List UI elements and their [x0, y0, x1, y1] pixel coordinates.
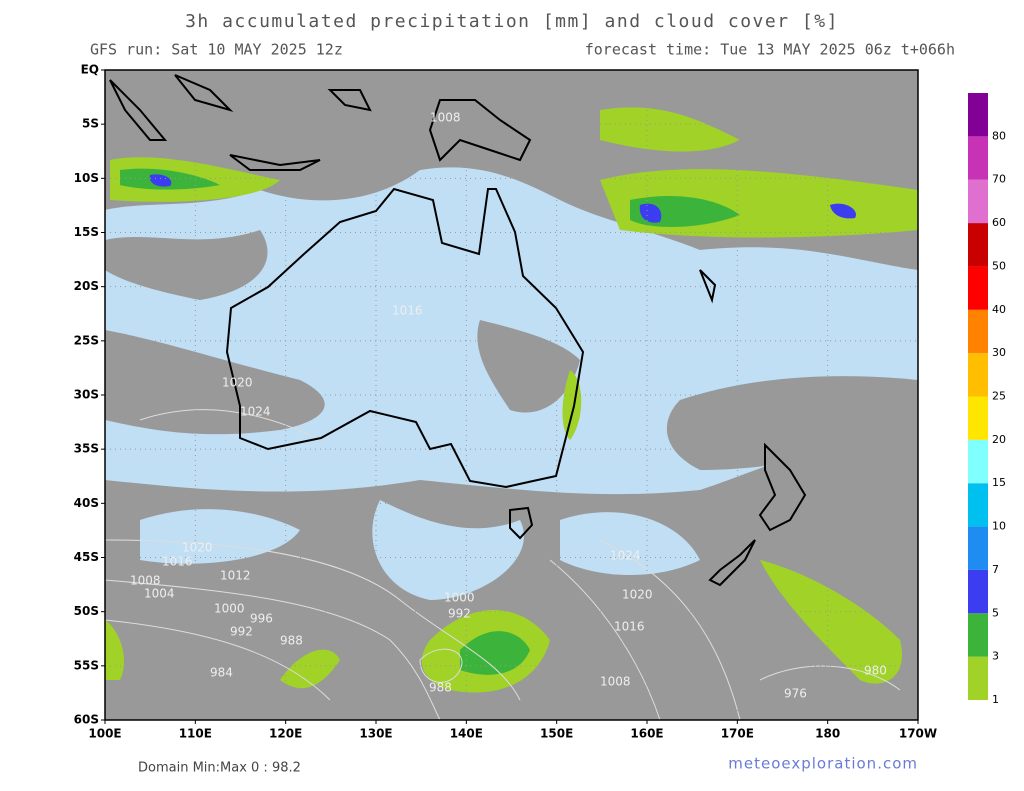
legend-label: 5 — [992, 606, 999, 619]
legend-label: 70 — [992, 173, 1006, 186]
lon-label: 110E — [179, 727, 212, 741]
legend-label: 1 — [992, 693, 999, 706]
isobar-label: 996 — [250, 612, 273, 626]
legend-label: 50 — [992, 259, 1006, 272]
legend-swatch — [968, 439, 988, 484]
graticule — [105, 70, 918, 720]
isobar-label: 976 — [784, 687, 807, 701]
isobar-label: 984 — [210, 666, 233, 680]
lat-label: 55S — [74, 658, 99, 672]
lon-label: 170W — [899, 727, 937, 741]
isobar-label: 1020 — [182, 541, 213, 555]
legend-swatch — [968, 613, 988, 657]
isobar-label: 1008 — [600, 675, 631, 689]
lon-label: 170E — [721, 727, 754, 741]
legend-swatch — [968, 656, 988, 700]
isobar-label: 1000 — [214, 602, 245, 616]
lat-label: 5S — [82, 117, 99, 131]
isobar-label: 992 — [230, 625, 253, 639]
lon-label: 120E — [269, 727, 302, 741]
precip-heavy — [149, 174, 856, 223]
clear-patch — [372, 500, 524, 600]
legend-label: 25 — [992, 390, 1006, 403]
legend-swatch — [968, 483, 988, 527]
isobar-label: 1020 — [622, 588, 653, 602]
isobar-label: 1012 — [220, 569, 251, 583]
legend-label: 7 — [992, 563, 999, 576]
legend-label: 40 — [992, 303, 1006, 316]
legend-label: 10 — [992, 520, 1006, 533]
lon-label: 180 — [815, 727, 840, 741]
lat-label: 45S — [74, 550, 99, 564]
cloud — [105, 430, 918, 720]
isobar-label: 1016 — [392, 304, 423, 318]
lon-label: 150E — [540, 727, 573, 741]
isobar-label: 1016 — [162, 555, 193, 569]
lat-label: 10S — [74, 171, 99, 185]
isobar-label: 1004 — [144, 587, 175, 601]
lat-label: 50S — [74, 604, 99, 618]
isobar-label: 988 — [429, 681, 452, 695]
lat-label: 60S — [74, 713, 99, 727]
lon-label: 130E — [359, 727, 392, 741]
cloud — [666, 376, 918, 470]
isobar-label: 1000 — [444, 591, 475, 605]
isobar-label: 1008 — [430, 111, 461, 125]
legend-label: 20 — [992, 433, 1006, 446]
legend-swatch — [968, 396, 988, 440]
isobar-label: 1024 — [610, 549, 641, 563]
isobar-label: 1008 — [130, 574, 161, 588]
legend-swatch — [968, 526, 988, 570]
isobar-label: 992 — [448, 607, 471, 621]
legend-label: 60 — [992, 216, 1006, 229]
coastline — [109, 74, 807, 587]
lat-label: EQ — [81, 63, 99, 77]
lon-label: 100E — [88, 727, 121, 741]
legend-swatch — [968, 223, 988, 267]
lat-label: 35S — [74, 442, 99, 456]
lon-label: 160E — [630, 727, 663, 741]
legend-swatch — [968, 266, 988, 310]
legend-swatch — [968, 93, 988, 137]
lat-label: 15S — [74, 225, 99, 239]
lat-label: 25S — [74, 333, 99, 347]
isobar-label: 1020 — [222, 376, 253, 390]
legend-swatch — [968, 309, 988, 354]
lat-label: 20S — [74, 279, 99, 293]
run-time: GFS run: Sat 10 MAY 2025 12z — [90, 41, 343, 59]
isobar-label: 980 — [864, 664, 887, 678]
isobar-label: 1016 — [614, 620, 645, 634]
domain-minmax: Domain Min:Max 0 : 98.2 — [138, 761, 301, 776]
cloud — [105, 330, 325, 435]
isobar-label: 1024 — [240, 405, 271, 419]
source: meteoexploration.com — [728, 755, 918, 773]
legend-label: 3 — [992, 650, 999, 663]
lon-label: 140E — [450, 727, 483, 741]
cloud — [105, 230, 268, 300]
legend-swatch — [968, 179, 988, 224]
isobar-labels: 1008 1020 1016 1012 1008 1004 1000 996 9… — [130, 111, 887, 701]
legend-label: 15 — [992, 476, 1006, 489]
lat-label: 40S — [74, 496, 99, 510]
lat-label: 30S — [74, 388, 99, 402]
title: 3h accumulated precipitation [mm] and cl… — [185, 11, 839, 32]
isobar-label: 988 — [280, 634, 303, 648]
legend-swatch — [968, 136, 988, 180]
cloud — [477, 320, 580, 413]
clear-patch — [560, 512, 700, 575]
isobars — [104, 409, 901, 721]
map: 1008 1020 1016 1012 1008 1004 1000 996 9… — [104, 69, 919, 721]
legend-label: 80 — [992, 129, 1006, 142]
forecast-time: forecast time: Tue 13 MAY 2025 06z t+066… — [585, 41, 955, 59]
legend-swatch — [968, 353, 988, 397]
legend-label: 30 — [992, 346, 1006, 359]
legend-swatch — [968, 569, 988, 614]
